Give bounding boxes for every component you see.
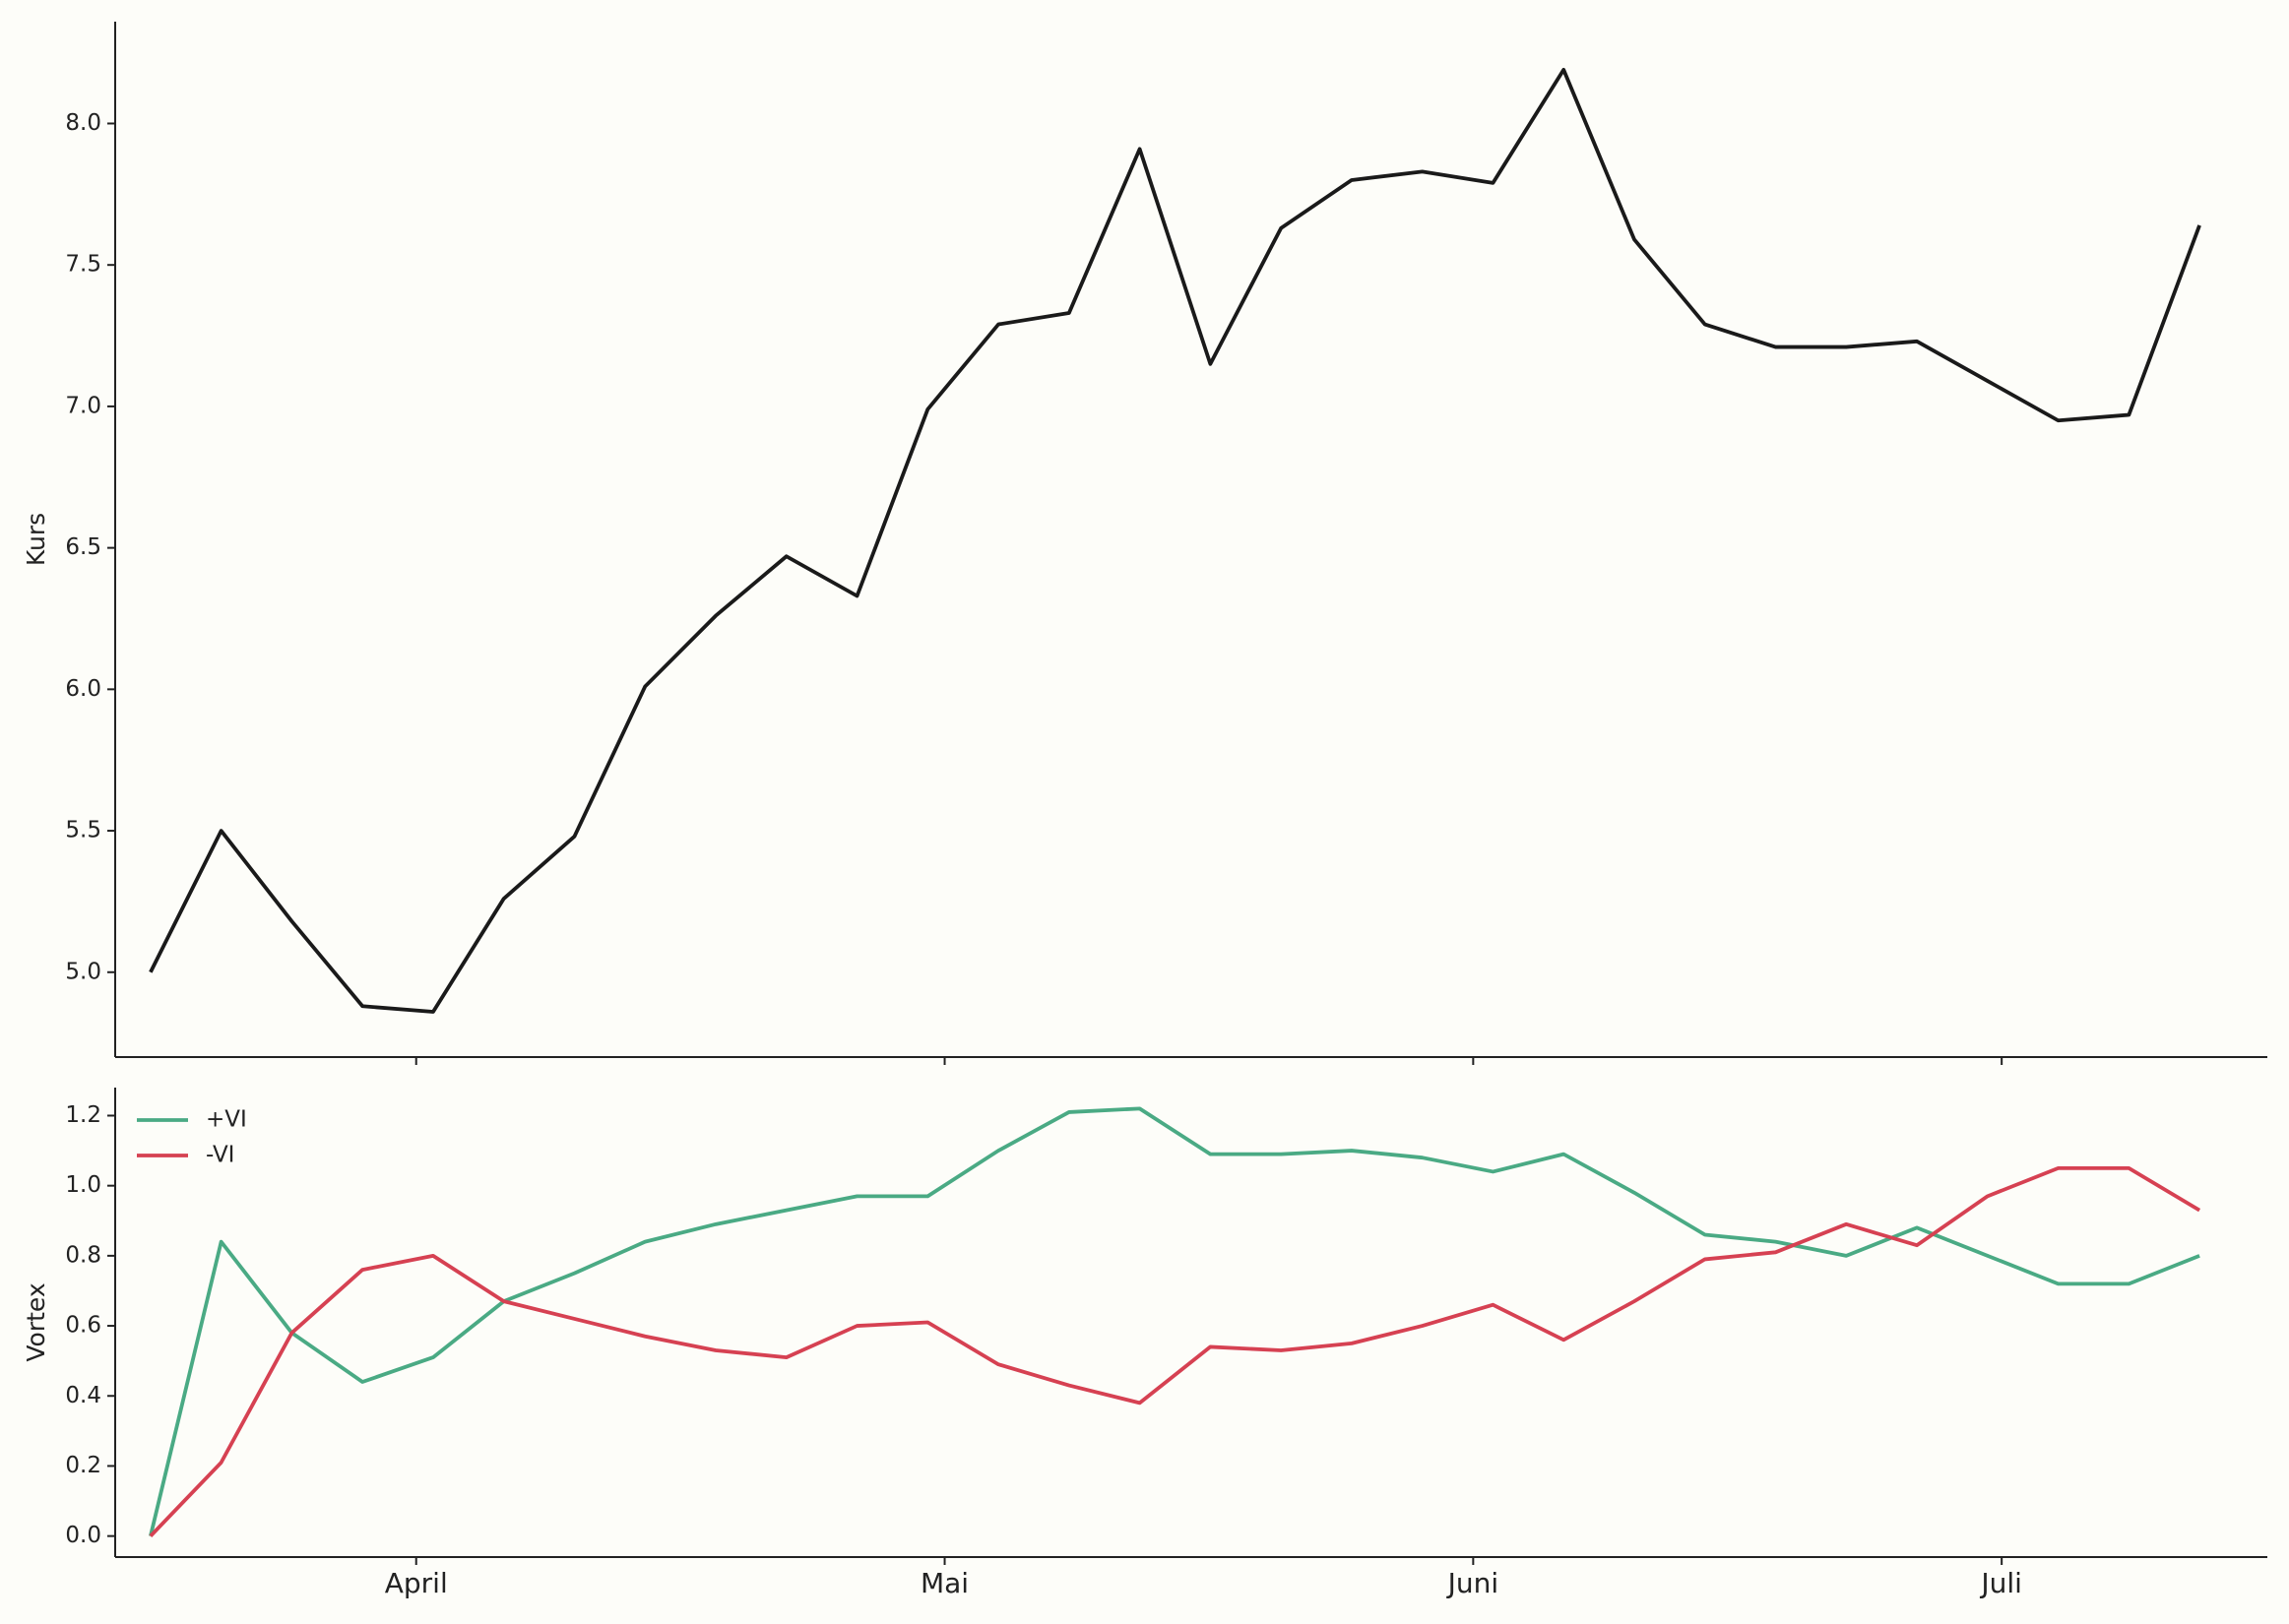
- x-tick-label: Mai: [921, 1567, 969, 1599]
- legend-label: +VI: [206, 1107, 247, 1133]
- y-tick-label: 5.0: [65, 959, 101, 984]
- x-tick-label: Juni: [1446, 1567, 1499, 1599]
- x-tick-label: Juli: [1979, 1567, 2022, 1599]
- y-tick-label: 6.0: [65, 676, 101, 702]
- y-tick-label: 0.4: [65, 1383, 101, 1408]
- y-tick-label: 1.0: [65, 1172, 101, 1198]
- y-tick-label: 5.5: [65, 818, 101, 843]
- y-tick-label: 1.2: [65, 1102, 101, 1128]
- y-tick-label: 8.0: [65, 110, 101, 136]
- y-axis-label: Kurs: [22, 513, 50, 566]
- x-tick-label: April: [385, 1567, 448, 1599]
- line-series: [149, 67, 2201, 1014]
- y-tick-label: 0.8: [65, 1242, 101, 1268]
- legend-label: -VI: [206, 1143, 234, 1168]
- line-series: [149, 1165, 2201, 1537]
- y-tick-label: 0.2: [65, 1453, 101, 1478]
- y-tick-label: 0.0: [65, 1523, 101, 1548]
- y-tick-label: 7.5: [65, 252, 101, 278]
- y-tick-label: 0.6: [65, 1313, 101, 1339]
- y-tick-label: 6.5: [65, 534, 101, 560]
- y-axis-label: Vortex: [22, 1282, 50, 1361]
- y-tick-label: 7.0: [65, 393, 101, 418]
- line-series: [149, 1106, 2200, 1537]
